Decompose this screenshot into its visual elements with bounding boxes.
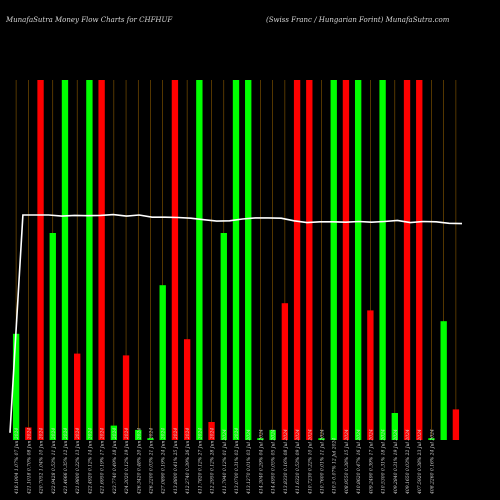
x-tick-label: 421.1018 0.70% 08 Jun 2024 <box>26 428 32 495</box>
x-tick-label: 407.5920 0.38% 23 Jul 2024 <box>417 429 423 495</box>
bar <box>110 425 118 440</box>
bars <box>12 80 460 440</box>
bar <box>232 80 240 440</box>
bar <box>171 80 179 440</box>
x-tick-label: 423.7740 0.49% 18 Jun 2024 <box>112 428 118 495</box>
x-tick-labels: 418.1904 1.07% 07 Jun 2024 421.1018 0.70%… <box>14 428 435 495</box>
money-flow-line <box>9 213 463 433</box>
bar <box>220 233 227 440</box>
bar <box>25 427 32 440</box>
bar <box>330 80 337 440</box>
bar <box>98 80 105 440</box>
x-tick-label: 409.2490 0.39% 17 Jul 2024 <box>368 429 374 495</box>
bar <box>428 438 435 440</box>
bar <box>342 80 350 440</box>
x-tick-label: 411.6320 0.53% 09 Jul 2024 <box>295 429 301 495</box>
bar <box>391 413 398 440</box>
bar <box>367 310 374 440</box>
x-tick-label: 410.7230 0.22% 10 Jul 2024 <box>307 429 313 495</box>
x-tick-label: 414.4950 0.05% 05 Jul 2024 <box>271 429 277 495</box>
x-tick-label: 426.3420 0.48% 20 Jun 2024 <box>136 428 142 495</box>
x-tick-label: 413.1270 0.01% 03 Jul 2024 <box>246 429 252 495</box>
bar <box>86 80 93 440</box>
x-tick-label: 421.6950 0.19% 17 Jun 2024 <box>100 428 106 495</box>
x-tick-label: 421.4666 0.35% 12 Jun 2024 <box>63 428 69 495</box>
bar <box>379 80 386 440</box>
bar <box>122 355 130 440</box>
chart-title-right: (Swiss Franc / Hungarian Forint) MunafaS… <box>266 16 450 24</box>
bar <box>440 321 447 440</box>
x-tick-label: 410.5300 0.31% 18 Jul 2024 <box>381 429 387 495</box>
chart-title-left: MunafaSutra Money Flow Charts for CHFHUF <box>5 16 173 24</box>
bar <box>318 438 325 440</box>
bar <box>183 339 191 440</box>
bar <box>12 333 20 440</box>
bar <box>135 429 142 440</box>
bar <box>159 285 166 440</box>
x-tick-label: 426.2200 0.03% 21 Jun 2024 <box>148 428 154 495</box>
x-tick-label: 421.9800 0.22% 13 Jun 2024 <box>75 428 81 495</box>
bar <box>37 80 44 440</box>
x-tick-label: 427.0890 0.19% 24 Jun 2024 <box>161 428 167 495</box>
bar <box>293 80 301 440</box>
x-tick-label: 424.3020 0.12% 19 Jun 2024 <box>124 428 130 495</box>
x-tick-label: 413.8800 0.41% 25 Jun 2024 <box>173 428 179 495</box>
bar <box>257 438 264 440</box>
bar <box>269 429 276 440</box>
bar <box>306 80 313 440</box>
bar <box>245 80 252 440</box>
bar <box>281 303 289 440</box>
x-tick-label: 414.3040 0.29% 04 Jul 2024 <box>258 429 264 495</box>
x-tick-label: 412.2740 0.39% 26 Jun 2024 <box>185 428 191 495</box>
x-tick-label: 422.9428 0.53% 11 Jun 2024 <box>51 428 57 495</box>
bar <box>147 438 154 440</box>
bar <box>49 233 56 440</box>
x-tick-label: 408.2260 0.16% 24 Jul 2024 <box>429 429 435 495</box>
x-tick-label: 409.1650 0.03% 22 Jul 2024 <box>405 429 411 495</box>
x-tick-label: 410.8620 0.47% 16 Jul 2024 <box>356 429 362 495</box>
bar <box>452 409 460 440</box>
bar <box>208 422 215 440</box>
x-tick-label: 411.7940 0.12% 01 Jul 2024 <box>222 429 228 495</box>
x-tick-label: 411.7820 0.12% 27 Jun 2024 <box>197 428 203 495</box>
bar <box>61 80 69 440</box>
x-tick-label: 420.7052 1.04% 10 Jun 2024 <box>39 428 45 495</box>
bar <box>74 353 81 440</box>
x-tick-label: 413.8330 0.16% 08 Jul 2024 <box>283 429 289 495</box>
x-tick-label: 408.9550 0.38% 15 Jul 2024 <box>344 429 350 495</box>
x-tick-label: 409.2840 0.31% 19 Jul 2024 <box>393 429 399 495</box>
bar <box>403 80 411 440</box>
x-tick-label: 410.5 0.07% 12 Jul 2024 <box>332 438 338 495</box>
bar <box>196 80 203 440</box>
x-tick-label: 410.7600 0.01% 11 Jul 2024 <box>320 429 326 495</box>
bar <box>416 80 423 440</box>
x-tick-label: 418.1904 1.07% 07 Jun 2024 <box>14 428 20 495</box>
bar <box>354 80 362 440</box>
x-tick-label: 412.2950 0.12% 28 Jun 2024 <box>210 428 216 495</box>
x-tick-label: 422.4920 0.12% 14 Jun 2024 <box>87 428 93 495</box>
x-tick-label: 413.0700 0.31% 02 Jun 2024 <box>234 428 240 495</box>
